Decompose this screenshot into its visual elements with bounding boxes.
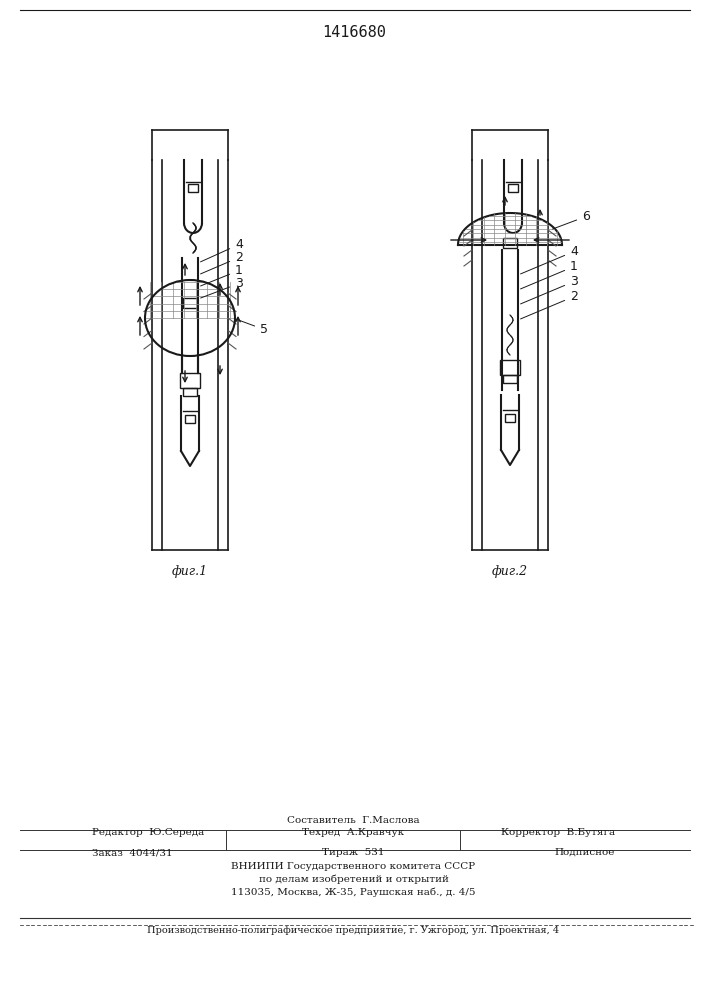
Text: по делам изобретений и открытий: по делам изобретений и открытий: [259, 874, 448, 884]
Bar: [508, 184, 518, 192]
Text: 2: 2: [520, 290, 578, 319]
Text: 5: 5: [235, 319, 268, 336]
Bar: [188, 184, 198, 192]
Text: Составитель  Г.Маслова: Составитель Г.Маслова: [287, 816, 420, 825]
Text: Тираж  531: Тираж 531: [322, 848, 385, 857]
Text: фиг.2: фиг.2: [492, 565, 528, 578]
Text: Техред  А.Кравчук: Техред А.Кравчук: [303, 828, 404, 837]
Bar: [180, 373, 200, 388]
Text: 113035, Москва, Ж-35, Раушская наб., д. 4/5: 113035, Москва, Ж-35, Раушская наб., д. …: [231, 888, 476, 897]
Bar: [503, 238, 517, 248]
Text: 1416680: 1416680: [322, 25, 386, 40]
Bar: [500, 360, 520, 375]
Text: Корректор  В.Бутяга: Корректор В.Бутяга: [501, 828, 615, 837]
Bar: [183, 388, 197, 396]
Bar: [185, 415, 195, 423]
Text: Заказ  4044/31: Заказ 4044/31: [92, 848, 173, 857]
Text: Производственно-полиграфическое предприятие, г. Ужгород, ул. Проектная, 4: Производственно-полиграфическое предприя…: [148, 926, 559, 935]
Bar: [183, 298, 197, 308]
Text: фиг.1: фиг.1: [172, 565, 208, 578]
Text: 6: 6: [553, 210, 590, 229]
Text: Подписное: Подписное: [555, 848, 615, 857]
Bar: [503, 375, 517, 383]
Bar: [505, 414, 515, 422]
Text: 1: 1: [520, 260, 578, 289]
Text: 3: 3: [201, 277, 243, 298]
Text: Редактор  Ю.Середа: Редактор Ю.Середа: [92, 828, 204, 837]
Text: ВНИИПИ Государственного комитета СССР: ВНИИПИ Государственного комитета СССР: [231, 862, 476, 871]
Text: 4: 4: [201, 238, 243, 262]
Text: 1: 1: [201, 264, 243, 286]
Text: 4: 4: [520, 245, 578, 274]
Text: 3: 3: [520, 275, 578, 304]
Text: 2: 2: [201, 251, 243, 274]
